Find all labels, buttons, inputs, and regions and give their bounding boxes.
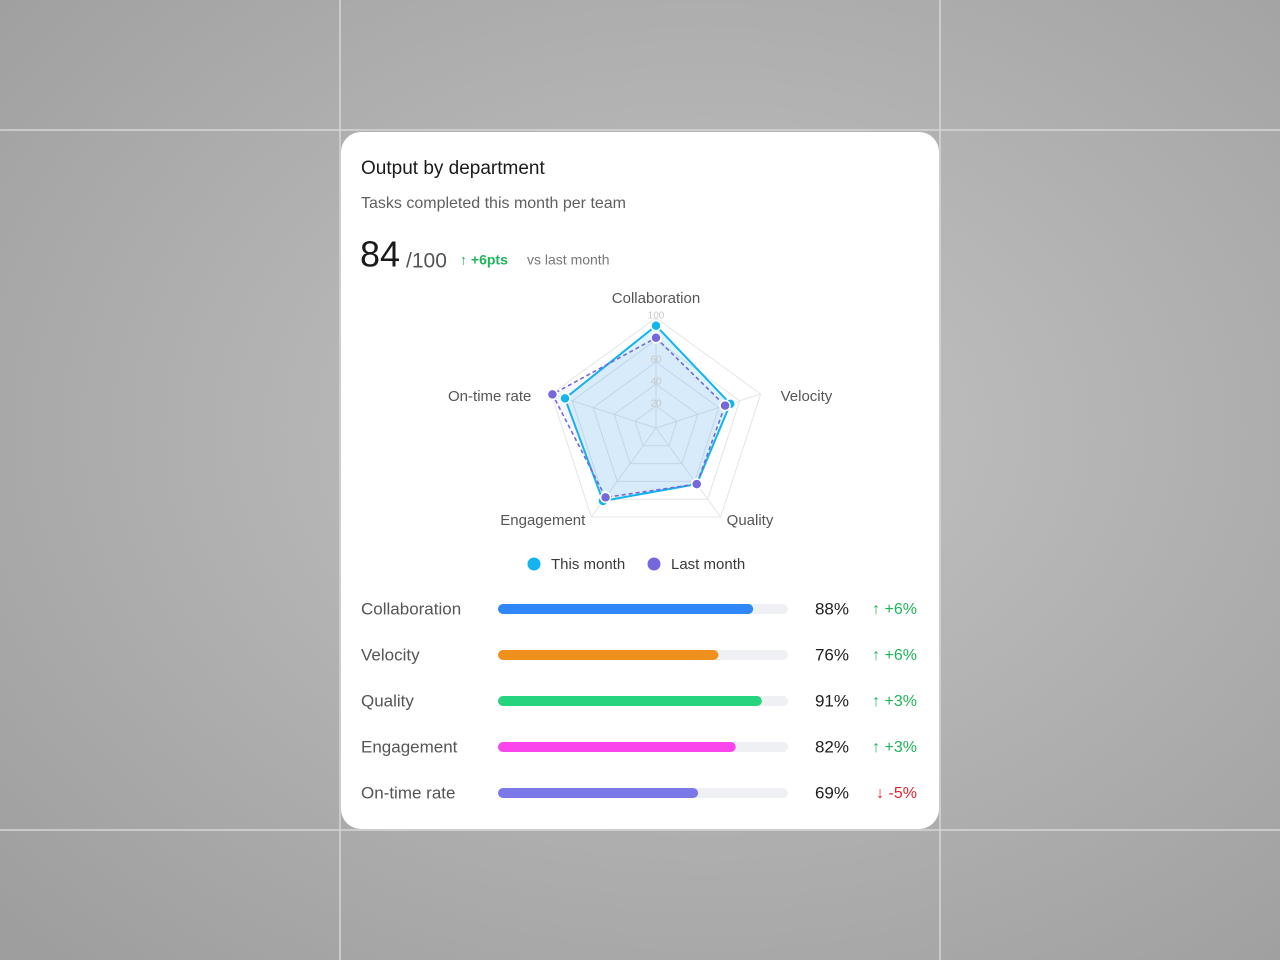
row-label: Quality: [361, 691, 414, 710]
r-tick-label: 100: [648, 311, 665, 322]
bar: [498, 604, 754, 614]
legend-swatch: [647, 557, 661, 571]
radar-point: [650, 319, 662, 332]
r-tick-label: 60: [650, 355, 662, 366]
value-label: 91%: [815, 691, 849, 710]
axis-label: Velocity: [781, 388, 833, 405]
grid-ring: [550, 317, 762, 518]
change-label: ↑ +3%: [872, 693, 917, 710]
r-tick-label: 20: [650, 399, 662, 410]
bar: [498, 788, 699, 798]
r-tick-label: 40: [650, 377, 662, 388]
legend-swatch: [527, 557, 541, 571]
chart-layer: 20406080100CollaborationVelocityQualityE…: [361, 290, 917, 803]
value-label: 82%: [815, 737, 849, 756]
grid-ring: [613, 383, 699, 465]
score-change: ↑ +6pts: [460, 252, 508, 268]
value-label: 76%: [815, 645, 849, 664]
row-label: Engagement: [361, 737, 458, 756]
score-max: /100: [406, 250, 447, 273]
value-label: 69%: [815, 783, 849, 802]
card-subtitle: Tasks completed this month per team: [361, 195, 626, 212]
row-label: Collaboration: [361, 599, 461, 618]
bar: [498, 650, 719, 660]
grid-ring: [592, 361, 720, 482]
radar-point: [599, 491, 612, 504]
card-title: Output by department: [361, 158, 545, 179]
score-note: vs last month: [527, 252, 609, 268]
axis-label: Quality: [727, 512, 774, 529]
grid-ring: [634, 405, 678, 447]
grid-ring: [571, 339, 741, 500]
score: 84: [360, 234, 400, 275]
change-label: ↓ -5%: [876, 785, 917, 802]
bar: [498, 742, 736, 752]
radar-point: [719, 399, 731, 412]
legend-label: Last month: [671, 556, 745, 573]
row-label: On-time rate: [361, 783, 455, 802]
change-label: ↑ +6%: [872, 601, 917, 618]
change-label: ↑ +6%: [872, 647, 917, 664]
axis-label: Engagement: [500, 512, 586, 529]
change-label: ↑ +3%: [872, 739, 917, 756]
spoke: [655, 393, 761, 429]
axis-label: Collaboration: [612, 290, 700, 307]
radar-point: [559, 392, 571, 405]
axis-label: On-time rate: [448, 388, 531, 405]
radar-area: [551, 336, 726, 499]
radar-point: [690, 478, 703, 490]
value-label: 88%: [815, 599, 849, 618]
legend-label: This month: [551, 556, 625, 573]
radar-point: [546, 388, 559, 401]
bar: [498, 696, 762, 706]
row-label: Velocity: [361, 645, 420, 664]
card: [341, 132, 939, 829]
radar-point: [650, 332, 662, 344]
spoke: [655, 427, 722, 518]
